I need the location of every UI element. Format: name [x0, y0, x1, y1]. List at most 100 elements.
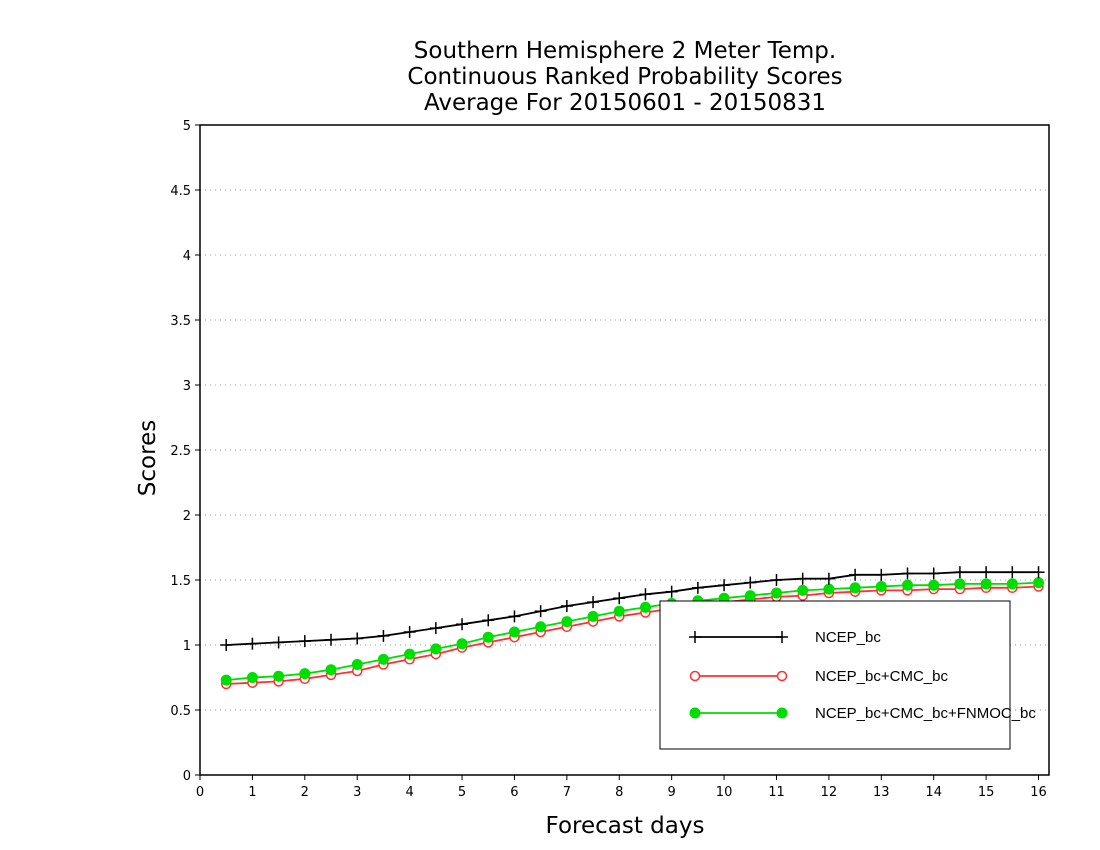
data-point [587, 610, 599, 622]
data-point [351, 659, 363, 670]
x-tick-label: 5 [458, 785, 466, 800]
series-ncep-bc-cmc-bc-fnmoc-bc [220, 577, 1045, 686]
x-tick-label: 1 [248, 785, 256, 800]
data-point [508, 610, 521, 623]
data-point [299, 668, 311, 680]
data-point [639, 588, 652, 601]
legend-entry: NCEP_bc+CMC_bc [689, 668, 948, 685]
chart-title-line-3: Average For 20150601 - 20150831 [424, 90, 826, 116]
legend-marker [689, 631, 701, 643]
data-point [639, 601, 651, 613]
data-point [980, 566, 993, 579]
data-point [246, 637, 259, 650]
legend-marker [776, 631, 788, 643]
data-point [1006, 566, 1019, 579]
data-point [325, 664, 337, 676]
y-axis: 0 0.5 1 1.5 2 2.5 3 3.5 4 4.5 5 [170, 119, 200, 784]
data-point [849, 582, 861, 594]
y-tick-label: 1.5 [170, 574, 191, 589]
legend-entry: NCEP_bc [689, 629, 881, 646]
x-tick-label: 11 [768, 785, 785, 800]
x-tick-label: 2 [301, 785, 309, 800]
data-point [1032, 566, 1045, 579]
x-tick-label: 10 [716, 785, 733, 800]
data-point [246, 672, 258, 683]
data-point [980, 578, 992, 590]
y-tick-label: 4.5 [170, 184, 191, 199]
series-layer [220, 566, 1045, 690]
x-tick-label: 3 [353, 785, 361, 800]
data-point [430, 643, 442, 655]
data-point [560, 600, 573, 612]
data-point [954, 578, 966, 590]
y-tick-label: 4 [183, 249, 191, 264]
x-tick-label: 12 [821, 785, 838, 800]
data-point [272, 636, 285, 649]
data-point [561, 616, 573, 628]
x-axis: 0 1 2 3 4 5 6 7 8 9 10 11 12 13 14 15 16 [196, 775, 1047, 800]
y-tick-label: 0 [183, 769, 191, 784]
x-tick-label: 4 [405, 785, 413, 800]
data-point [351, 632, 364, 645]
data-point [744, 590, 756, 602]
data-point [613, 605, 625, 617]
data-point [220, 674, 232, 686]
y-tick-label: 5 [183, 119, 191, 134]
data-point [875, 568, 888, 581]
series-ncep-bc [220, 566, 1045, 651]
x-tick-label: 15 [978, 785, 995, 800]
x-axis-label: Forecast days [546, 813, 705, 839]
legend-marker [689, 670, 701, 682]
legend-label: NCEP_bc [815, 629, 881, 646]
data-point [534, 605, 547, 618]
data-point [508, 626, 520, 638]
data-point [770, 587, 782, 599]
legend-label: NCEP_bc+CMC_bc [815, 668, 948, 685]
data-point [325, 633, 338, 646]
data-point [613, 592, 626, 605]
legend-marker [776, 707, 788, 719]
data-point [797, 584, 809, 596]
x-tick-label: 0 [196, 785, 204, 800]
data-point [849, 568, 862, 581]
legend: NCEP_bc NCEP_bc+CMC_bc NCEP_bc+CMC_bc+FNMO… [659, 600, 1036, 750]
legend-marker [776, 670, 788, 682]
data-point [691, 581, 704, 594]
data-point [220, 639, 233, 651]
data-point [404, 648, 416, 660]
data-point [1033, 577, 1045, 589]
data-point [796, 572, 809, 585]
x-tick-label: 6 [510, 785, 518, 800]
data-point [535, 621, 547, 633]
data-point [298, 635, 311, 648]
y-tick-label: 1 [183, 639, 191, 654]
data-point [377, 653, 389, 665]
x-tick-label: 13 [873, 785, 890, 800]
x-tick-label: 7 [563, 785, 571, 800]
chart-title-line-1: Southern Hemisphere 2 Meter Temp. [414, 38, 836, 64]
data-point [875, 581, 887, 592]
x-tick-label: 8 [615, 785, 623, 800]
y-tick-label: 2 [183, 509, 191, 524]
legend-label: NCEP_bc+CMC_bc+FNMOC_bc [815, 705, 1036, 722]
data-point [482, 614, 495, 627]
data-point [429, 622, 442, 635]
legend-box [659, 600, 1011, 750]
legend-items: NCEP_bc NCEP_bc+CMC_bc NCEP_bc+CMC_bc+FNMO… [689, 629, 1036, 722]
data-point [456, 638, 468, 650]
data-point [901, 567, 914, 580]
y-axis-label: Scores [135, 420, 161, 496]
y-tick-label: 3 [183, 379, 191, 394]
data-point [822, 572, 835, 585]
data-point [273, 670, 285, 682]
data-point [456, 618, 469, 631]
data-point [927, 567, 940, 580]
data-point [744, 576, 757, 589]
data-point [377, 629, 390, 642]
data-point [587, 596, 600, 609]
y-tick-label: 2.5 [170, 444, 191, 459]
data-point [665, 585, 678, 598]
legend-entry: NCEP_bc+CMC_bc+FNMOC_bc [689, 705, 1036, 722]
data-point [902, 579, 913, 591]
